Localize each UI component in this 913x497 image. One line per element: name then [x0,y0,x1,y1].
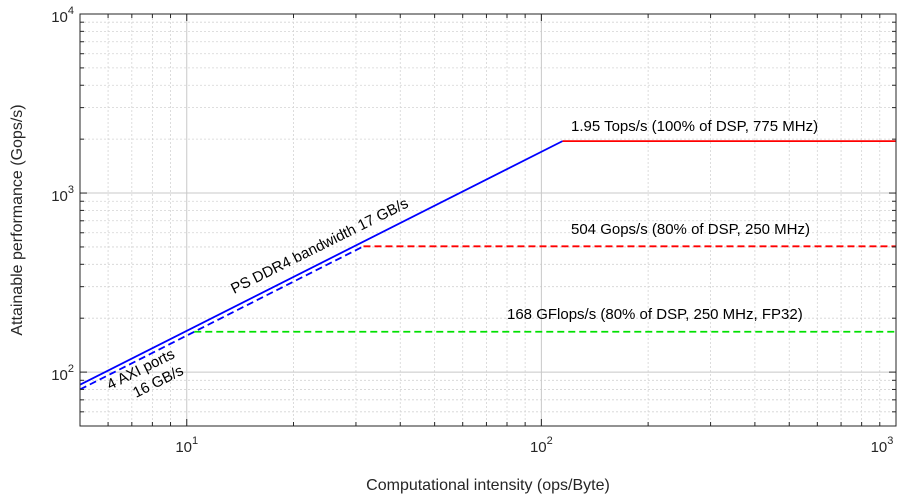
axis-tick-labels: 101 102 103 102 103 104 [51,5,893,456]
series-line-0 [79,140,563,386]
major-grid [80,14,896,426]
plot-frame [79,13,897,427]
annotation-dsp-80: 504 Gops/s (80% of DSP, 250 MHz) [571,221,810,238]
y-tick-label: 102 [51,363,74,384]
series-layer [79,140,896,391]
series-line-2 [79,245,364,391]
y-tick-label: 103 [51,184,74,205]
x-tick-label: 101 [175,435,198,456]
y-tick-label: 104 [51,5,74,26]
x-tick-label: 103 [871,435,894,456]
axis-ticks [80,14,896,426]
plot-background [80,14,896,426]
minor-grid [80,14,896,426]
x-axis-title: Computational intensity (ops/Byte) [366,477,610,494]
annotation-fp32: 168 GFlops/s (80% of DSP, 250 MHz, FP32) [507,306,803,323]
x-tick-label: 102 [530,435,553,456]
annotation-peak-dsp: 1.95 Tops/s (100% of DSP, 775 MHz) [571,118,818,135]
y-axis-title: Attainable performance (Gops/s) [9,104,26,335]
